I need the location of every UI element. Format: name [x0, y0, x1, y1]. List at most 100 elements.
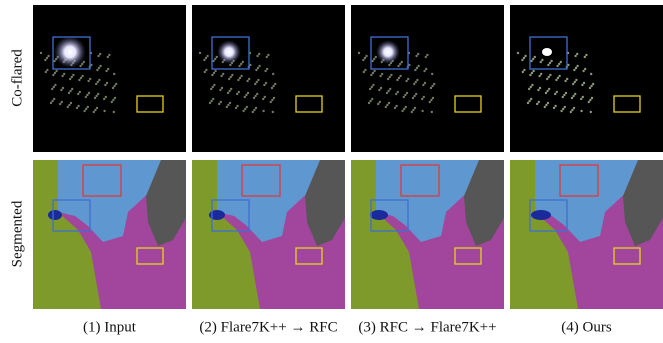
foliage [430, 87, 432, 89]
background [510, 5, 663, 152]
background [33, 5, 186, 152]
foliage [429, 101, 431, 103]
foliage [80, 77, 82, 79]
foliage [106, 82, 108, 84]
foliage [238, 91, 240, 93]
foliage [226, 106, 228, 108]
foliage [71, 76, 73, 78]
foliage [423, 70, 425, 72]
foliage [574, 81, 576, 83]
foliage [258, 53, 260, 55]
foliage [517, 52, 519, 54]
foliage [527, 102, 529, 104]
foliage [412, 109, 414, 111]
foliage [369, 88, 371, 90]
foliage [239, 77, 241, 79]
foliage [397, 65, 399, 67]
foliage [405, 106, 407, 108]
foliage [246, 80, 248, 82]
foliage [85, 108, 87, 110]
foliage [588, 101, 590, 103]
foliage [413, 95, 415, 97]
foliage [242, 61, 244, 63]
foliage [414, 69, 416, 71]
foliage [388, 102, 390, 104]
foliage [415, 81, 417, 83]
foliage [397, 91, 399, 93]
foliage [401, 61, 403, 63]
foliage [544, 106, 546, 108]
foliage [571, 97, 573, 99]
co-flared-image [510, 5, 663, 152]
foliage [369, 100, 371, 102]
foliage [55, 70, 57, 72]
foliage [582, 96, 584, 98]
foliage [556, 65, 558, 67]
foliage [98, 79, 100, 81]
light-source [54, 36, 86, 68]
foliage [380, 87, 382, 89]
foliage [227, 92, 229, 94]
foliage [93, 111, 95, 113]
foliage [571, 109, 573, 111]
foliage [112, 87, 114, 89]
foliage [211, 74, 213, 76]
light-source [217, 40, 241, 64]
foliage [421, 110, 423, 112]
foliage [412, 97, 414, 99]
foliage [566, 78, 568, 80]
foliage [212, 60, 214, 62]
foliage [373, 58, 375, 60]
foliage [403, 96, 405, 98]
foliage [266, 68, 268, 70]
foliage [547, 64, 549, 66]
foliage [240, 75, 242, 77]
co-flared-image [33, 5, 186, 152]
foliage [216, 56, 218, 58]
foliage [590, 73, 592, 75]
foliage [87, 80, 89, 82]
foliage [258, 65, 260, 67]
foliage [570, 111, 572, 113]
foliage [54, 84, 56, 86]
row-label: Co-flared [9, 49, 25, 107]
foliage [264, 96, 266, 98]
foliage [222, 73, 224, 75]
foliage [256, 93, 258, 95]
foliage [210, 88, 212, 90]
foliage [562, 108, 564, 110]
foliage [88, 92, 90, 94]
foliage [86, 94, 88, 96]
foliage [230, 76, 232, 78]
foliage [69, 78, 71, 80]
region-dark-blue [531, 210, 551, 220]
foliage [521, 59, 523, 61]
foliage [96, 69, 98, 71]
foliage [371, 60, 373, 62]
foliage [83, 110, 85, 112]
foliage [385, 106, 387, 108]
foliage [432, 97, 434, 99]
foliage [538, 101, 540, 103]
foliage [395, 93, 397, 95]
foliage [530, 86, 532, 88]
foliage [247, 92, 249, 94]
foliage [113, 73, 115, 75]
foliage [242, 110, 244, 112]
foliage [199, 52, 201, 54]
foliage [372, 84, 374, 86]
foliage [433, 83, 435, 85]
foliage [81, 75, 83, 77]
foliage [389, 76, 391, 78]
foliage [536, 103, 538, 105]
foliage [399, 63, 401, 65]
foliage [221, 87, 223, 89]
foliage [257, 67, 259, 69]
column-caption: (3) RFC → Flare7K++ [358, 319, 496, 335]
foliage [97, 81, 99, 83]
foliage [398, 77, 400, 79]
foliage [540, 61, 542, 63]
foliage [240, 63, 242, 65]
foliage [236, 105, 238, 107]
segmented-image [192, 160, 345, 309]
